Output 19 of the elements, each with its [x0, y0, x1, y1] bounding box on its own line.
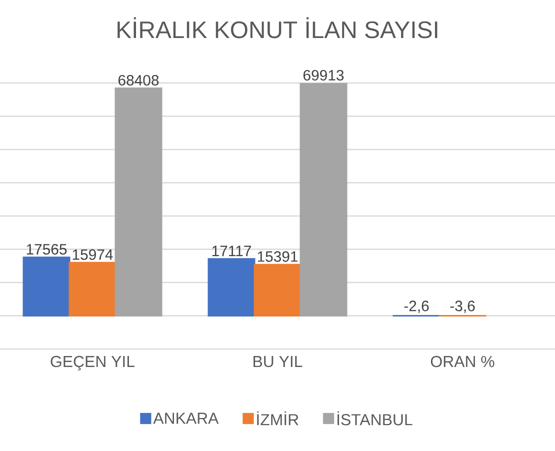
data-label: 68408: [118, 74, 159, 86]
data-label: 17117: [212, 246, 251, 256]
legend-label: ANKARA: [153, 412, 219, 424]
bar: [208, 258, 256, 316]
legend-label: İZMİR: [257, 411, 298, 426]
bar: [22, 256, 70, 316]
chart-title: KİRALIK KONUT İLAN SAYISI: [118, 17, 438, 38]
data-label: 15974: [72, 249, 113, 260]
x-tick-label: BU YIL: [254, 356, 302, 368]
bar: [254, 264, 302, 316]
data-label: 69913: [303, 70, 344, 81]
data-label: 17565: [26, 244, 67, 255]
data-label: 15391: [258, 251, 298, 262]
legend-label: İSTANBUL: [338, 411, 412, 426]
data-label: -2,6: [404, 300, 429, 314]
bar: [68, 262, 116, 316]
x-tick-label: ORAN %: [430, 356, 494, 368]
data-label: -3,6: [450, 300, 475, 314]
x-tick-label: GEÇEN YIL: [50, 356, 134, 370]
